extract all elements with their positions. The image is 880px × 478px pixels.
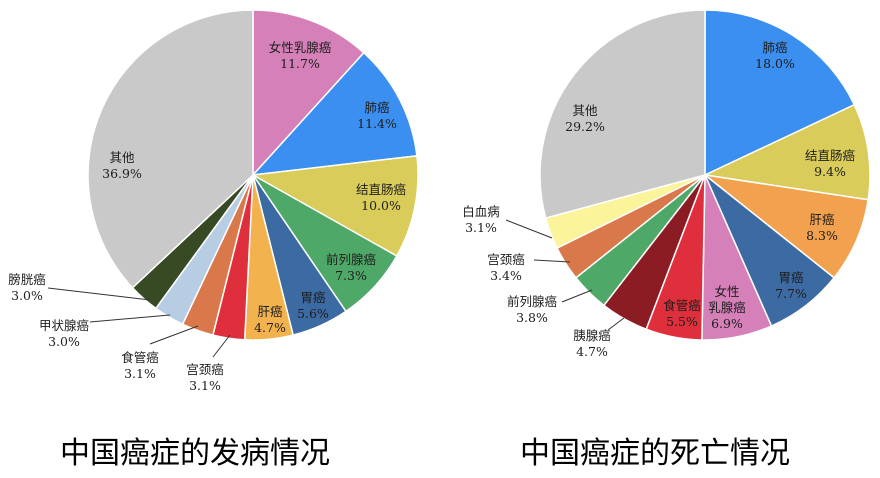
slice-name-7: 前列腺癌	[507, 294, 557, 309]
slice-name-6: 宫颈癌	[186, 362, 224, 377]
slice-label-5: 食管癌 5.5%	[663, 298, 701, 329]
slice-name-0: 女性乳腺癌	[269, 40, 332, 55]
leader-line-8	[533, 259, 571, 263]
slice-name-7: 食管癌	[121, 350, 159, 365]
slice-label-8: 甲状腺癌 3.0%	[39, 318, 89, 349]
pie-slice-1	[702, 103, 871, 201]
slice-name-4: 乳腺癌	[708, 300, 746, 315]
slice-name-3: 前列腺癌	[326, 252, 376, 267]
slice-label-6: 宫颈癌 3.1%	[186, 362, 224, 393]
slice-value-0: 11.7%	[280, 56, 320, 71]
slice-name-6: 胰腺癌	[573, 328, 611, 343]
pie-slice-10	[87, 9, 254, 289]
slice-label-7: 前列腺癌 3.8%	[507, 294, 557, 325]
pie-slice-1	[251, 51, 418, 176]
slice-value-5: 5.5%	[666, 314, 698, 329]
slice-label-4: 女性乳腺癌 6.9%	[708, 284, 746, 331]
slice-value-10: 29.2%	[565, 119, 605, 134]
slice-name-4: 女性	[714, 284, 739, 299]
slice-name-9: 白血病	[462, 204, 500, 219]
slice-value-4: 6.9%	[711, 316, 743, 331]
leader-line-6	[212, 334, 231, 358]
slice-value-1: 9.4%	[814, 164, 846, 179]
slice-name-2: 结直肠癌	[356, 182, 406, 197]
right-chart-title: 中国癌症的死亡情况	[520, 436, 790, 471]
pie-slice-2	[250, 154, 419, 258]
slice-name-1: 肺癌	[364, 100, 389, 115]
slice-value-9: 3.0%	[11, 288, 43, 303]
slice-label-1: 结直肠癌 9.4%	[805, 148, 855, 179]
slice-label-3: 胃癌 7.7%	[775, 270, 807, 301]
slice-value-3: 7.3%	[335, 268, 367, 283]
leader-line-9	[505, 219, 553, 239]
slice-label-9: 白血病 3.1%	[462, 204, 500, 235]
left-chart-title: 中国癌症的发病情况	[60, 436, 330, 471]
slice-label-2: 结直肠癌 10.0%	[356, 182, 406, 213]
slice-label-6: 胰腺癌 4.7%	[573, 328, 611, 359]
slice-name-5: 食管癌	[663, 298, 701, 313]
slice-label-3: 前列腺癌 7.3%	[326, 252, 376, 283]
slice-name-10: 其他	[109, 150, 135, 165]
slice-name-4: 胃癌	[300, 290, 325, 305]
slice-value-10: 36.9%	[102, 166, 142, 181]
slice-label-1: 肺癌 11.4%	[357, 100, 397, 131]
slice-name-3: 胃癌	[778, 270, 803, 285]
slice-value-7: 3.1%	[124, 366, 156, 381]
pie-slice-0	[704, 9, 856, 177]
slice-name-1: 结直肠癌	[805, 148, 855, 163]
leader-line-7	[561, 289, 593, 303]
slice-name-8: 甲状腺癌	[39, 318, 89, 333]
slice-label-0: 女性乳腺癌 11.7%	[269, 40, 332, 71]
slice-name-9: 膀胱癌	[8, 272, 46, 287]
leader-line-9	[47, 287, 151, 301]
slice-value-7: 3.8%	[516, 310, 548, 325]
incidence-pie: 女性乳腺癌 11.7%肺癌 11.4%结直肠癌 10.0%前列腺癌 7.3%胃癌 5.6%…	[8, 9, 419, 393]
slice-label-7: 食管癌 3.1%	[121, 350, 159, 381]
slice-label-9: 膀胱癌 3.0%	[8, 272, 46, 303]
mortality-pie: 肺癌 18.0%结直肠癌 9.4%肝癌 8.3%胃癌 7.7%女性乳腺癌 6.9%食管癌 5…	[462, 9, 871, 359]
slice-name-5: 肝癌	[257, 304, 282, 319]
leader-line-8	[89, 314, 171, 323]
slice-label-0: 肺癌 18.0%	[755, 40, 795, 71]
slice-value-9: 3.1%	[465, 220, 497, 235]
slice-label-8: 宫颈癌 3.4%	[487, 252, 525, 283]
slice-name-0: 肺癌	[762, 40, 787, 55]
leader-line-7	[149, 325, 199, 345]
slice-value-6: 4.7%	[576, 344, 608, 359]
slice-value-8: 3.4%	[490, 268, 522, 283]
slice-value-0: 18.0%	[755, 56, 795, 71]
pie-slice-0	[252, 9, 365, 177]
slice-value-5: 4.7%	[254, 320, 286, 335]
slice-label-10: 其他 29.2%	[565, 103, 605, 134]
slice-value-3: 7.7%	[775, 286, 807, 301]
slice-name-8: 宫颈癌	[487, 252, 525, 267]
slice-value-4: 5.6%	[297, 306, 329, 321]
leader-line-6	[607, 317, 625, 331]
slice-value-2: 8.3%	[806, 228, 838, 243]
slice-label-4: 胃癌 5.6%	[297, 290, 329, 321]
slice-name-10: 其他	[572, 103, 598, 118]
slice-value-1: 11.4%	[357, 116, 397, 131]
pie-slice-10	[539, 9, 706, 219]
slice-value-6: 3.1%	[189, 378, 221, 393]
slice-label-5: 肝癌 4.7%	[254, 304, 286, 335]
slice-name-2: 肝癌	[809, 212, 834, 227]
slice-value-2: 10.0%	[361, 198, 401, 213]
slice-value-8: 3.0%	[48, 334, 80, 349]
slice-label-10: 其他 36.9%	[102, 150, 142, 181]
pie-slice-2	[702, 173, 869, 279]
slice-label-2: 肝癌 8.3%	[806, 212, 838, 243]
